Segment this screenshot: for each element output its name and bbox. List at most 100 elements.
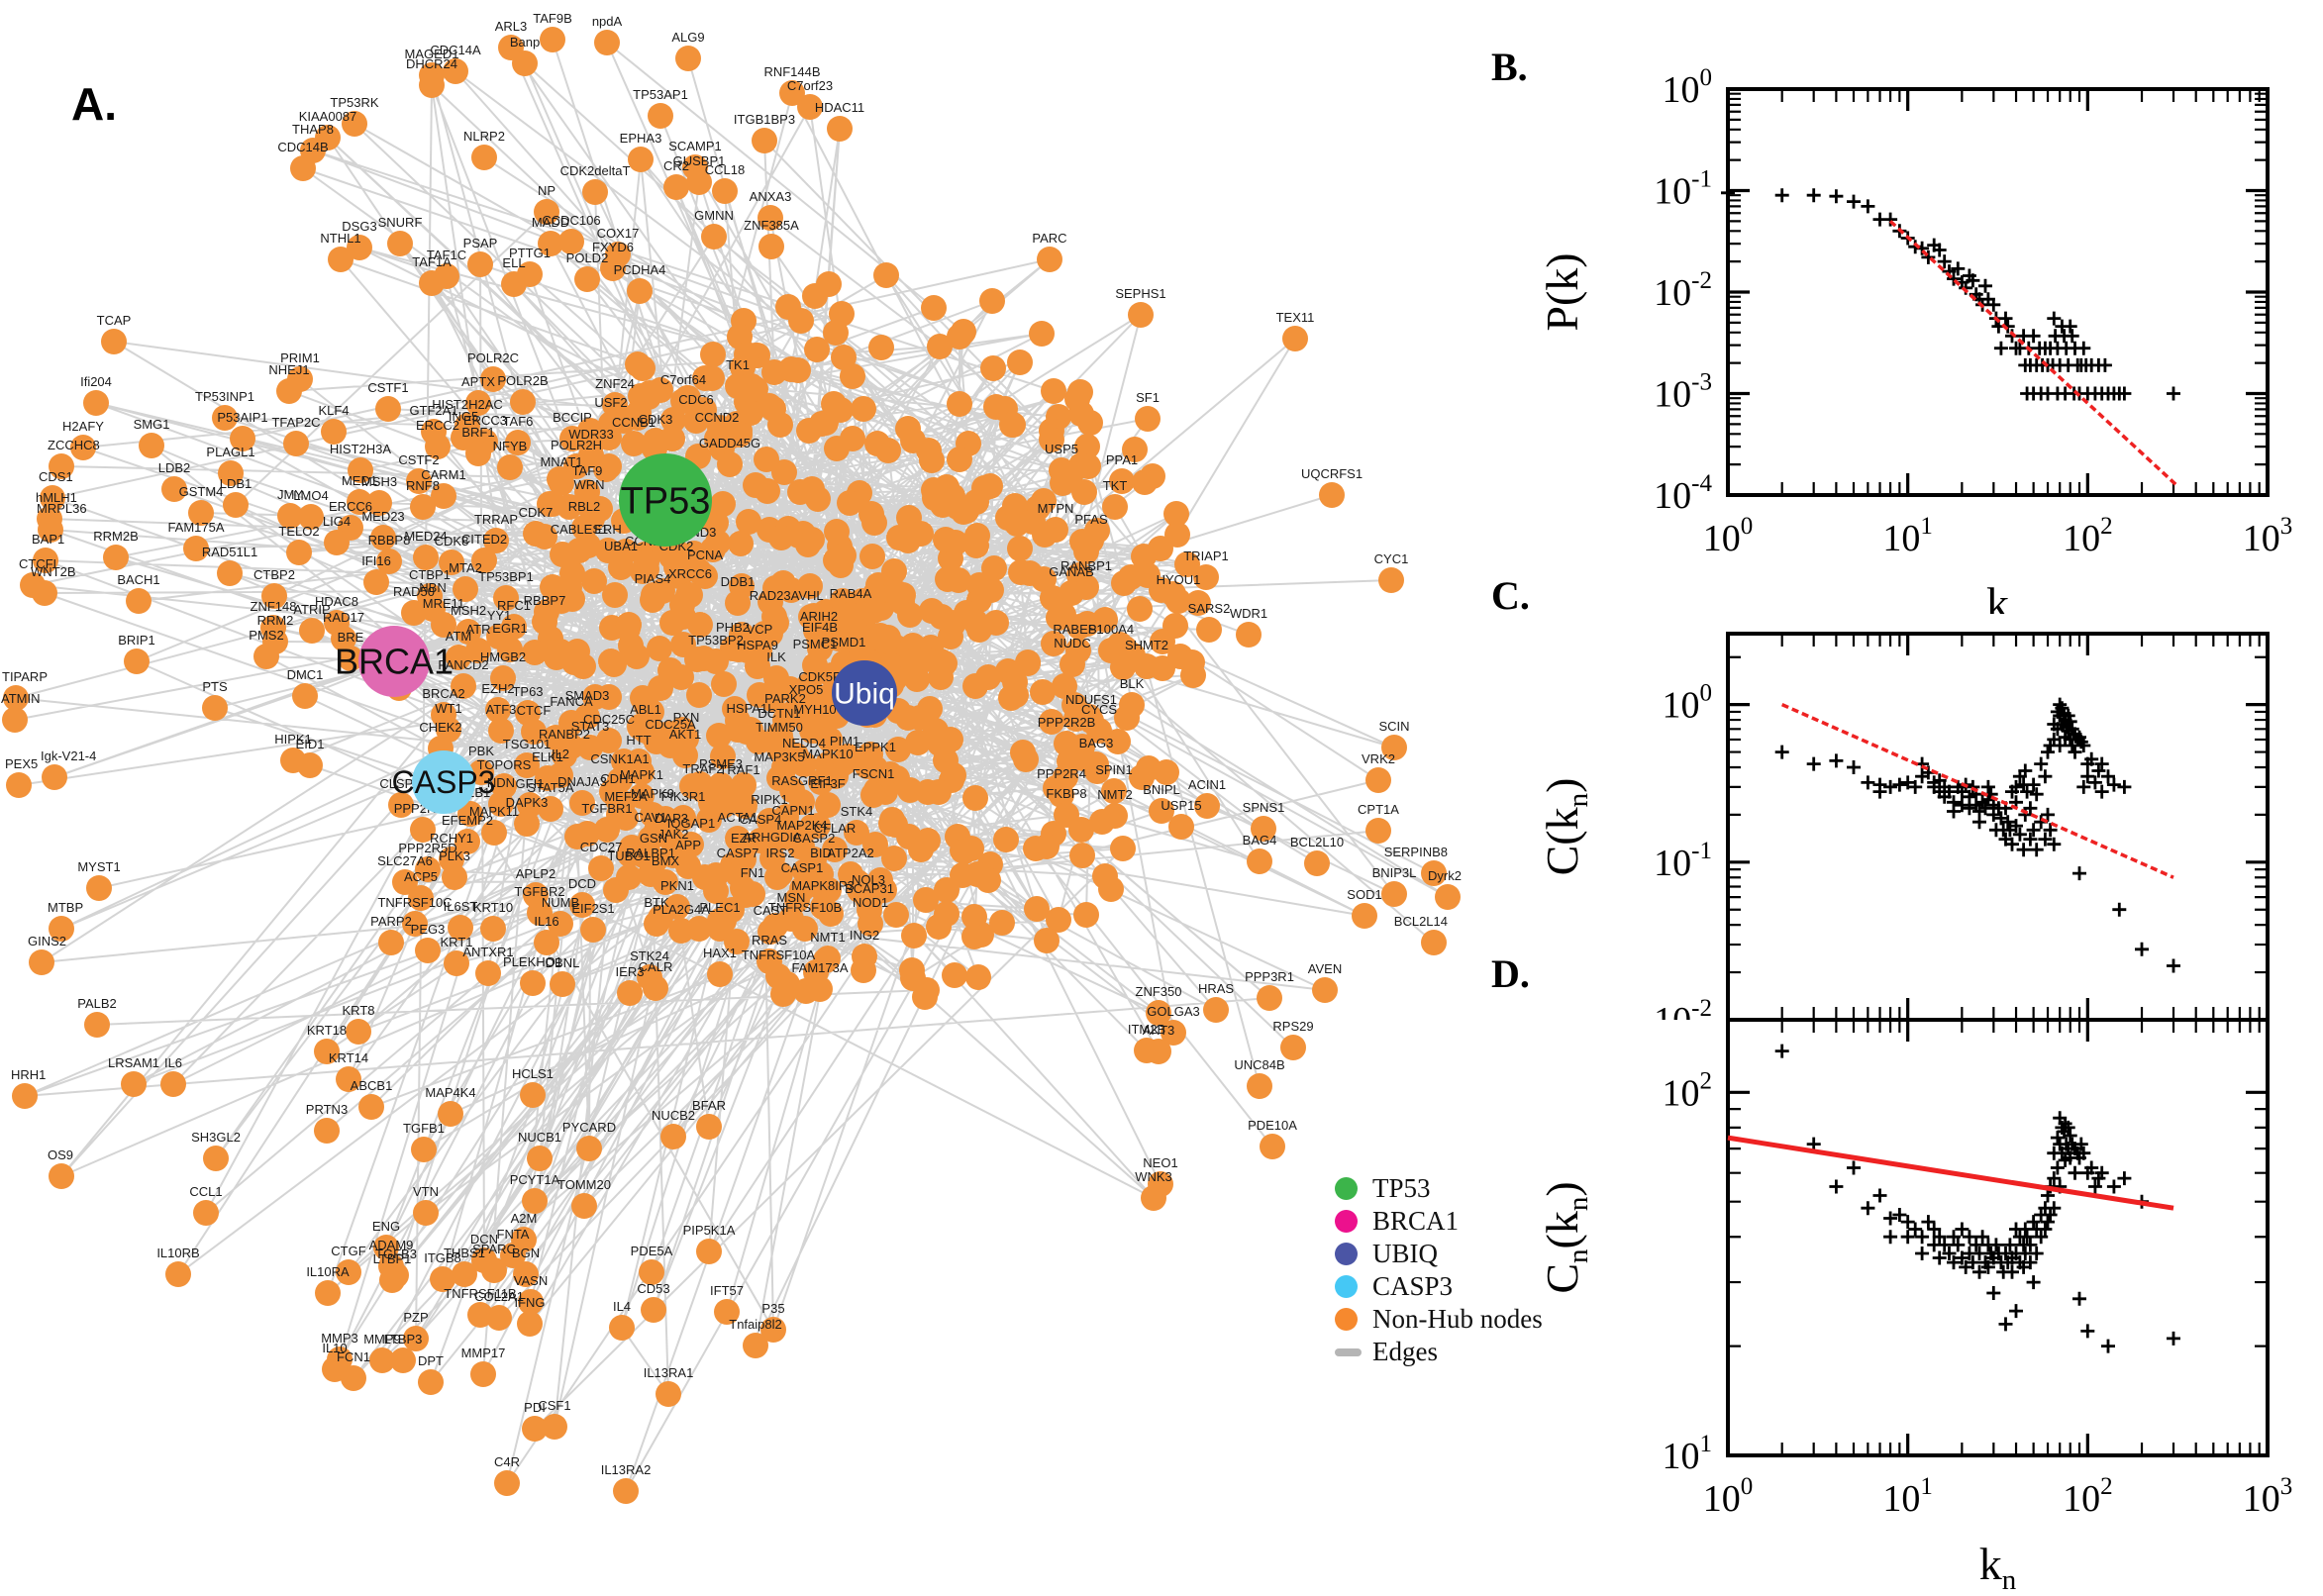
svg-text:PRTN3: PRTN3 — [306, 1102, 348, 1117]
svg-text:PIM1: PIM1 — [830, 734, 859, 748]
legend-item-label: Non-Hub nodes — [1372, 1304, 1543, 1334]
svg-text:CCL1: CCL1 — [189, 1184, 222, 1199]
svg-text:BRIP1: BRIP1 — [118, 633, 155, 648]
svg-text:C4R: C4R — [494, 1454, 520, 1469]
svg-text:DCD: DCD — [568, 876, 596, 891]
svg-text:NUMB: NUMB — [542, 895, 579, 910]
node-swatch-icon — [1335, 1275, 1358, 1298]
svg-text:HIST2H2AC: HIST2H2AC — [432, 397, 503, 412]
svg-text:KRT18: KRT18 — [307, 1023, 347, 1038]
svg-text:kn​: kn​ — [1979, 1539, 2017, 1596]
svg-text:KRT14: KRT14 — [329, 1050, 368, 1065]
svg-text:TP53: TP53 — [621, 480, 711, 522]
svg-text:NBN: NBN — [419, 580, 446, 595]
svg-text:PXN: PXN — [673, 710, 700, 725]
svg-text:FN1: FN1 — [741, 865, 765, 880]
svg-text:EPPK1: EPPK1 — [855, 740, 896, 754]
svg-text:CTBP2: CTBP2 — [253, 567, 295, 582]
svg-text:MAPK8IP3: MAPK8IP3 — [791, 878, 855, 893]
svg-text:LDB1: LDB1 — [220, 476, 252, 491]
svg-text:CAST: CAST — [754, 903, 788, 918]
svg-text:MAPK9: MAPK9 — [631, 786, 674, 801]
svg-text:IQGAP1: IQGAP1 — [667, 816, 715, 831]
svg-text:CFLAR: CFLAR — [814, 821, 857, 836]
legend-item-label: Edges — [1372, 1337, 1438, 1366]
svg-text:EID1: EID1 — [296, 737, 325, 751]
svg-text:CTGF: CTGF — [331, 1244, 365, 1258]
svg-text:APP: APP — [675, 838, 701, 852]
svg-text:101: 101 — [1882, 1473, 1933, 1520]
svg-text:RAD50: RAD50 — [393, 584, 435, 599]
svg-text:MMP9: MMP9 — [363, 1332, 401, 1347]
svg-text:UQCRFS1: UQCRFS1 — [1301, 466, 1363, 481]
svg-text:CASP1: CASP1 — [781, 860, 824, 875]
panel-label-c: C. — [1491, 573, 1530, 618]
legend-item-casp3: CASP3 — [1335, 1270, 1543, 1303]
svg-text:POLR2C: POLR2C — [467, 350, 519, 365]
svg-text:SPIN1: SPIN1 — [1095, 762, 1133, 777]
svg-text:RANBP1: RANBP1 — [1060, 558, 1112, 573]
svg-text:GOLGA3: GOLGA3 — [1147, 1004, 1199, 1019]
svg-text:BGN: BGN — [512, 1246, 540, 1260]
svg-text:S100A4: S100A4 — [1088, 622, 1134, 637]
svg-text:EIF3F: EIF3F — [810, 776, 845, 791]
svg-text:103: 103 — [2243, 513, 2293, 559]
svg-text:Tnfaip8l2: Tnfaip8l2 — [729, 1317, 781, 1332]
svg-text:CTCFL: CTCFL — [19, 556, 60, 571]
svg-text:PLK3: PLK3 — [439, 848, 470, 863]
svg-text:RBBP7: RBBP7 — [524, 593, 566, 608]
svg-text:HDAC8: HDAC8 — [315, 594, 358, 609]
svg-text:XRCC6: XRCC6 — [668, 566, 712, 581]
svg-text:IL2: IL2 — [552, 747, 569, 761]
svg-text:CR2: CR2 — [663, 158, 689, 173]
svg-text:SOD1: SOD1 — [1347, 887, 1381, 902]
svg-text:TGFB1: TGFB1 — [403, 1121, 445, 1136]
svg-text:HIPK1: HIPK1 — [274, 732, 312, 747]
svg-text:TP53BP2: TP53BP2 — [688, 633, 744, 648]
svg-text:100: 100 — [1703, 513, 1754, 559]
svg-text:BAG4: BAG4 — [1243, 833, 1277, 848]
svg-text:CDK7: CDK7 — [519, 505, 554, 520]
svg-text:RCHY1: RCHY1 — [430, 831, 473, 846]
svg-text:IL10: IL10 — [322, 1341, 347, 1355]
svg-text:TNFRSF10C: TNFRSF10C — [377, 895, 452, 910]
svg-text:THBS1: THBS1 — [444, 1246, 485, 1260]
svg-text:PARK2: PARK2 — [764, 691, 806, 706]
svg-text:102: 102 — [2063, 513, 2113, 559]
legend-item-non-hub-nodes: Non-Hub nodes — [1335, 1303, 1543, 1336]
svg-text:IFNG: IFNG — [514, 1295, 545, 1310]
svg-text:ACP5: ACP5 — [404, 869, 438, 884]
svg-text:HYOU1: HYOU1 — [1157, 572, 1201, 587]
svg-text:TRIAP1: TRIAP1 — [1183, 549, 1229, 563]
svg-text:CPT1A: CPT1A — [1358, 802, 1399, 817]
svg-text:THAP8: THAP8 — [292, 122, 334, 137]
svg-text:RAD17: RAD17 — [323, 610, 364, 625]
svg-text:CDC25C: CDC25C — [583, 712, 635, 727]
svg-text:YY1: YY1 — [487, 608, 512, 623]
svg-text:PIAS4: PIAS4 — [635, 571, 671, 586]
svg-text:WDR1: WDR1 — [1230, 606, 1267, 621]
svg-text:IL16: IL16 — [534, 914, 558, 929]
svg-text:PALB2: PALB2 — [77, 996, 117, 1011]
svg-text:AKT1: AKT1 — [669, 727, 702, 742]
svg-text:ENG: ENG — [372, 1219, 400, 1234]
svg-text:RPS29: RPS29 — [1272, 1019, 1313, 1034]
svg-text:ITGB8: ITGB8 — [424, 1250, 461, 1265]
svg-text:LIG4: LIG4 — [323, 514, 351, 529]
svg-text:FXYD6: FXYD6 — [592, 240, 634, 254]
svg-text:LTBP3: LTBP3 — [384, 1332, 423, 1347]
svg-text:10-4: 10-4 — [1654, 470, 1712, 517]
svg-text:ACIN1: ACIN1 — [1188, 777, 1226, 792]
svg-text:IL10RB: IL10RB — [156, 1246, 199, 1260]
svg-text:CDK8: CDK8 — [435, 534, 469, 549]
svg-text:WNT2B: WNT2B — [31, 564, 76, 579]
svg-text:CASP7: CASP7 — [717, 846, 759, 860]
svg-text:101: 101 — [1882, 513, 1933, 559]
svg-text:FAM175A: FAM175A — [167, 520, 224, 535]
legend-item-label: BRCA1 — [1372, 1206, 1460, 1236]
svg-text:VRK2: VRK2 — [1362, 751, 1395, 766]
svg-text:RRM2: RRM2 — [257, 613, 294, 628]
svg-text:PPP2R5D: PPP2R5D — [398, 841, 456, 855]
svg-text:RABEP1: RABEP1 — [1053, 622, 1103, 637]
